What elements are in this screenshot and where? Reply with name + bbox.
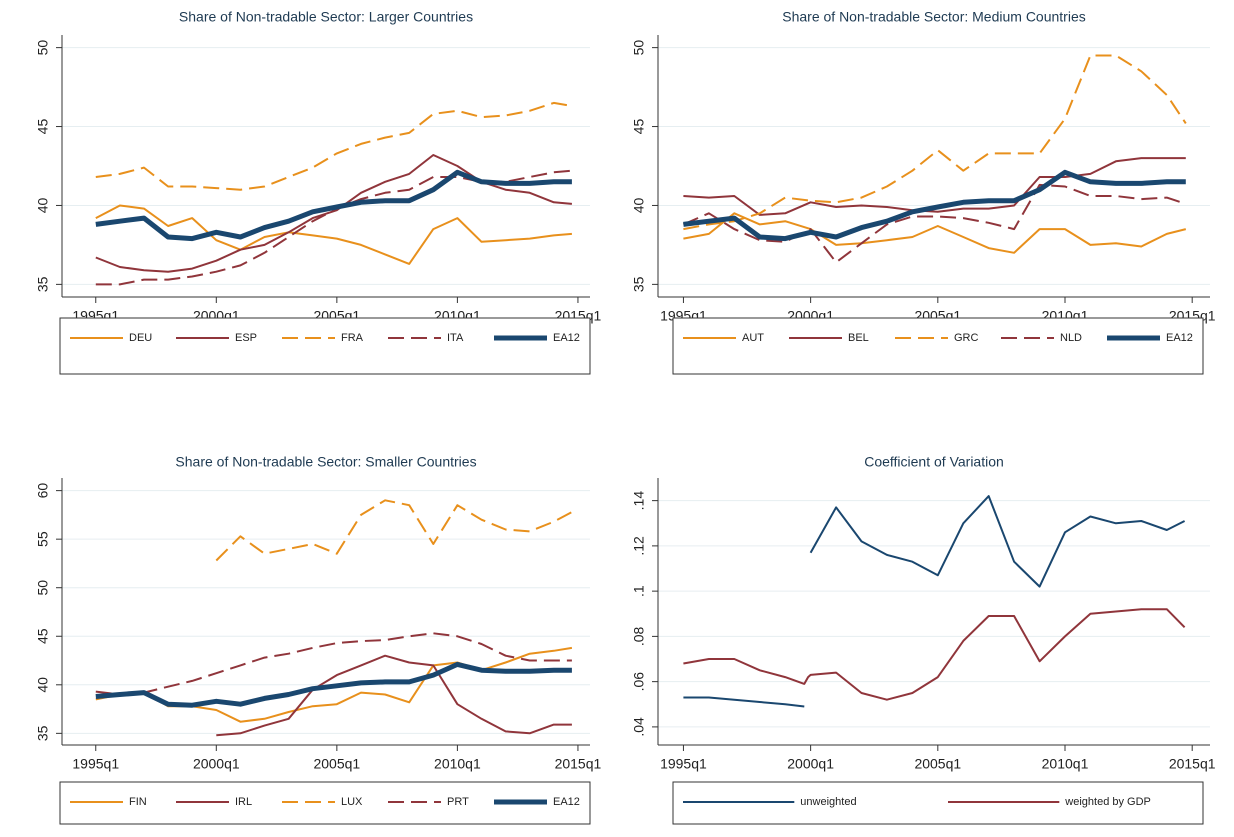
legend-box <box>59 317 591 375</box>
y-tick-label: 40 <box>631 197 647 213</box>
series-line <box>683 169 1186 242</box>
y-tick-label: 60 <box>35 483 51 499</box>
legend-label: ESP <box>235 332 257 344</box>
chart-title: Share of Non-tradable Sector: Larger Cou… <box>179 9 473 25</box>
x-tick-label: 2000q1 <box>787 756 834 772</box>
series-line <box>683 183 1187 264</box>
y-tick-label: .04 <box>631 717 647 737</box>
legend-label: EA12 <box>553 332 580 344</box>
x-tick-label: 1995q1 <box>72 756 119 772</box>
x-tick-label: 2000q1 <box>193 756 240 772</box>
x-tick-label: 2015q1 <box>555 756 602 772</box>
y-tick-label: 35 <box>35 725 51 741</box>
legend-label: weighted by GDP <box>1064 796 1151 808</box>
series-line <box>683 696 805 708</box>
y-tick-label: 50 <box>35 40 51 56</box>
legend-label: PRT <box>447 796 469 808</box>
series-line <box>215 499 573 562</box>
legend-label: EA12 <box>553 796 580 808</box>
series-line <box>95 154 572 273</box>
y-tick-label: 50 <box>35 580 51 596</box>
legend-label: unweighted <box>800 796 856 808</box>
y-tick-label: 50 <box>631 40 647 56</box>
y-tick-label: .1 <box>631 585 647 597</box>
x-tick-label: 2005q1 <box>313 756 360 772</box>
series-line <box>95 661 572 708</box>
legend-label: GRC <box>954 332 979 344</box>
legend-label: BEL <box>848 332 869 344</box>
y-tick-label: .12 <box>631 536 647 556</box>
y-tick-label: 40 <box>35 677 51 693</box>
y-tick-label: 45 <box>35 119 51 135</box>
legend-label: LUX <box>341 796 363 808</box>
series-line <box>683 212 1187 254</box>
legend-label: FIN <box>129 796 147 808</box>
x-tick-label: 1995q1 <box>660 756 707 772</box>
series-line <box>683 608 1186 701</box>
legend-label: DEU <box>129 332 152 344</box>
y-tick-label: 40 <box>35 197 51 213</box>
series-line <box>683 157 1186 216</box>
x-tick-label: 2005q1 <box>914 756 961 772</box>
chart-title: Coefficient of Variation <box>864 454 1004 470</box>
legend-label: ITA <box>447 332 464 344</box>
y-tick-label: 35 <box>35 276 51 292</box>
y-tick-label: 45 <box>35 628 51 644</box>
x-tick-label: 2010q1 <box>434 756 481 772</box>
legend-label: NLD <box>1060 332 1082 344</box>
legend-label: EA12 <box>1166 332 1193 344</box>
series-line <box>216 654 572 737</box>
y-tick-label: .14 <box>631 491 647 511</box>
y-tick-label: 35 <box>631 276 647 292</box>
series-line <box>95 204 572 265</box>
series-line <box>809 495 1186 588</box>
x-tick-label: 2015q1 <box>1169 756 1216 772</box>
x-tick-label: 2010q1 <box>1042 756 1089 772</box>
y-tick-label: .08 <box>631 626 647 646</box>
series-line <box>95 169 572 242</box>
legend-label: FRA <box>341 332 364 344</box>
series-line <box>95 632 572 696</box>
y-tick-label: 55 <box>35 531 51 547</box>
legend-box <box>672 317 1204 375</box>
legend-label: IRL <box>235 796 252 808</box>
chart-title: Share of Non-tradable Sector: Medium Cou… <box>782 9 1085 25</box>
legend-label: AUT <box>742 332 764 344</box>
y-tick-label: .06 <box>631 672 647 692</box>
series-line <box>683 54 1187 231</box>
series-line <box>95 101 573 191</box>
y-tick-label: 45 <box>631 119 647 135</box>
chart-title: Share of Non-tradable Sector: Smaller Co… <box>175 454 476 470</box>
